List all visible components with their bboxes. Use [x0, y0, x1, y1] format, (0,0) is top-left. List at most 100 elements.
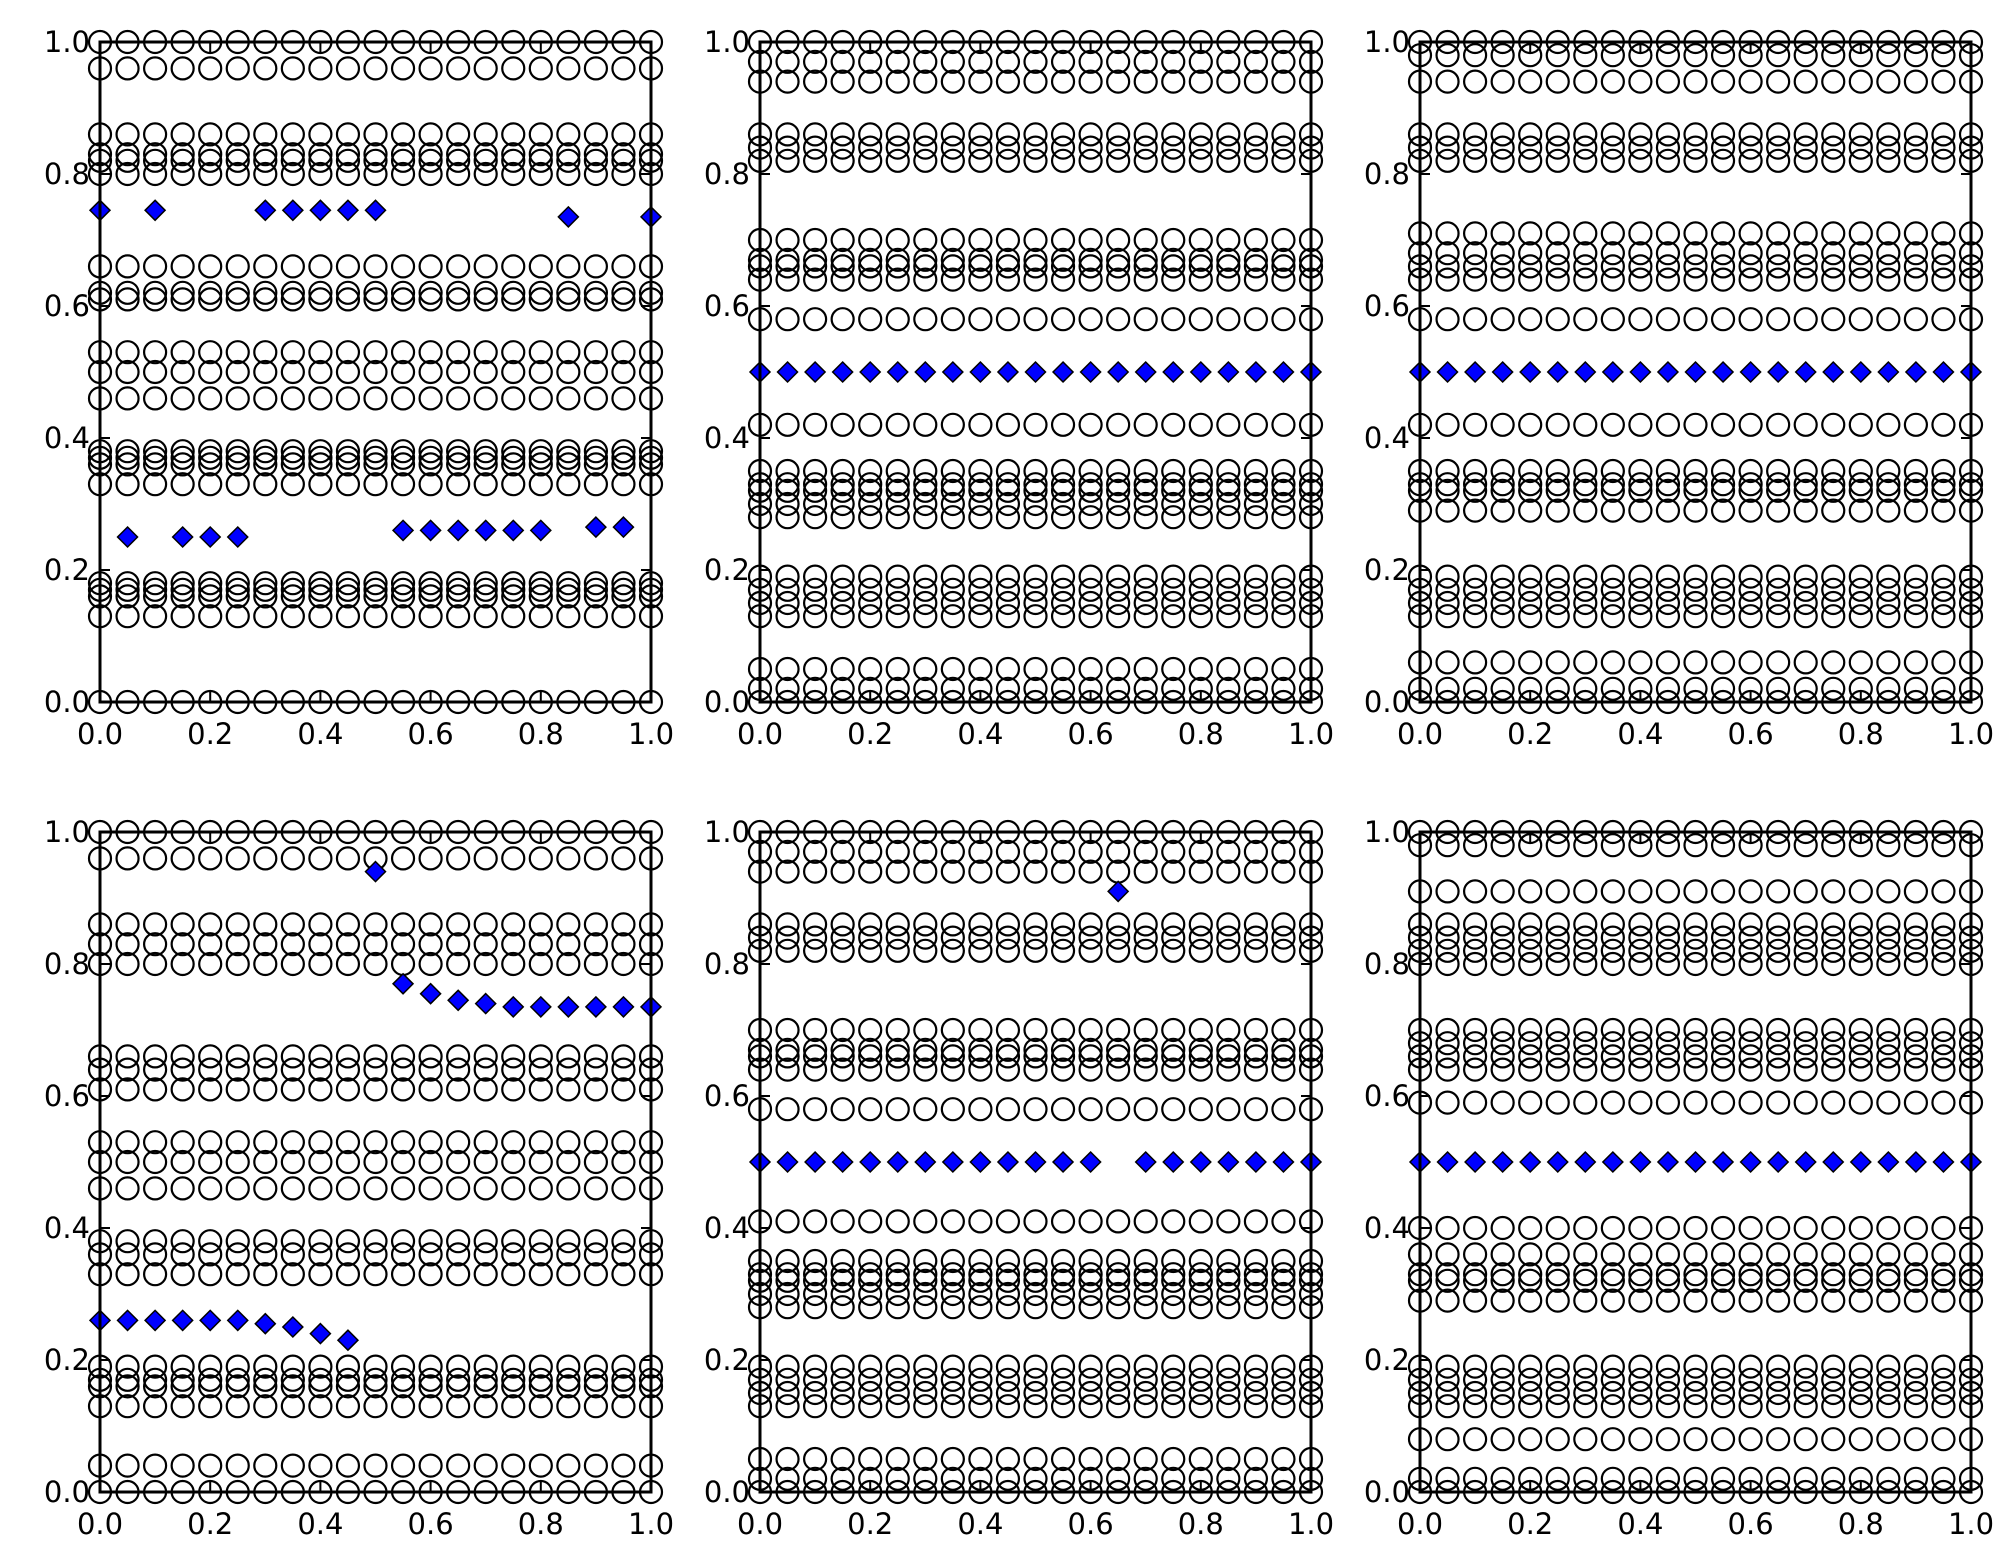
circle-point	[1490, 833, 1515, 858]
circle-point	[1600, 412, 1625, 437]
circle-point	[1023, 1354, 1048, 1379]
circle-point	[1710, 912, 1736, 937]
circle-point	[1050, 1295, 1076, 1320]
circle-point	[1161, 564, 1186, 589]
circle-point	[528, 1149, 553, 1175]
circle-point	[1023, 491, 1048, 517]
circle-point	[1462, 458, 1488, 484]
circle-point	[198, 951, 223, 977]
circle-point	[1188, 1354, 1213, 1379]
circle-point	[913, 1044, 938, 1069]
circle-point	[1876, 879, 1901, 904]
circle-point	[1766, 498, 1791, 523]
circle-point	[225, 1394, 250, 1419]
circle-point	[858, 1281, 883, 1307]
circle-point	[418, 1130, 443, 1155]
circle-point	[1216, 925, 1241, 950]
circle-point	[802, 135, 828, 160]
diamond-point	[914, 360, 937, 384]
circle-point	[1793, 1394, 1818, 1419]
circle-point	[940, 1017, 965, 1043]
circle-point	[253, 254, 278, 279]
circle-point	[885, 925, 910, 950]
circle-point	[446, 452, 471, 477]
circle-point	[583, 584, 609, 609]
circle-point	[1490, 1031, 1515, 1056]
circle-point	[363, 122, 388, 147]
circle-point	[390, 122, 416, 147]
circle-point	[775, 412, 800, 437]
circle-point	[1271, 505, 1296, 530]
circle-point	[280, 280, 305, 305]
circle-point	[611, 340, 636, 365]
circle-point	[1133, 458, 1158, 484]
circle-point	[1848, 1394, 1873, 1419]
circle-point	[968, 148, 993, 173]
circle-point	[1876, 148, 1901, 173]
circle-point	[1243, 1057, 1269, 1082]
circle-point	[1518, 478, 1543, 503]
circle-point	[913, 472, 938, 497]
circle-point	[1573, 951, 1598, 977]
circle-point	[363, 1354, 388, 1379]
circle-point	[583, 1229, 609, 1254]
circle-point	[446, 161, 471, 187]
circle-point	[556, 1242, 581, 1267]
circle-point	[1600, 1394, 1625, 1419]
circle-point	[1931, 1017, 1956, 1043]
circle-point	[1050, 1466, 1076, 1491]
circle-point	[1738, 69, 1763, 94]
circle-point	[1161, 1268, 1186, 1293]
circle-point	[1903, 1057, 1929, 1082]
circle-point	[1738, 135, 1763, 160]
circle-point	[1518, 498, 1543, 523]
circle-point	[1545, 577, 1570, 602]
circle-point	[1023, 1446, 1048, 1472]
circle-point	[775, 925, 800, 950]
circle-point	[1655, 1380, 1681, 1406]
circle-point	[583, 122, 609, 147]
circle-point	[170, 122, 195, 147]
circle-point	[940, 1367, 965, 1392]
circle-point	[1490, 148, 1515, 173]
circle-point	[225, 846, 250, 871]
circle-point	[225, 56, 250, 81]
circle-point	[1931, 604, 1956, 629]
circle-point	[1793, 267, 1818, 292]
circle-point	[583, 1176, 609, 1201]
circle-point	[1490, 1427, 1515, 1452]
circle-point	[253, 1367, 278, 1392]
diamond-point	[1519, 360, 1542, 384]
circle-point	[611, 148, 636, 173]
circle-point	[611, 142, 636, 167]
circle-point	[170, 439, 195, 464]
circle-point	[775, 254, 800, 279]
circle-point	[1710, 148, 1736, 173]
circle-point	[1078, 472, 1103, 497]
circle-point	[143, 472, 168, 497]
circle-point	[611, 56, 636, 81]
circle-point	[1876, 577, 1901, 602]
circle-point	[1600, 938, 1625, 963]
circle-point	[1435, 1031, 1460, 1056]
circle-point	[858, 1394, 883, 1419]
circle-point	[1490, 458, 1515, 484]
circle-point	[335, 56, 361, 81]
circle-point	[611, 439, 636, 464]
circle-point	[611, 472, 636, 497]
circle-point	[1216, 478, 1241, 503]
circle-point	[940, 938, 965, 963]
circle-point	[1655, 472, 1681, 497]
circle-point	[885, 267, 910, 292]
circle-point	[995, 1209, 1021, 1234]
circle-point	[583, 1149, 609, 1175]
circle-point	[308, 932, 333, 957]
circle-point	[528, 951, 553, 977]
circle-point	[1876, 1057, 1901, 1082]
circle-point	[473, 571, 498, 596]
circle-point	[885, 564, 910, 589]
circle-point	[1903, 564, 1929, 589]
circle-point	[1545, 1215, 1570, 1241]
circle-point	[1078, 938, 1103, 963]
circle-point	[1106, 1057, 1131, 1082]
